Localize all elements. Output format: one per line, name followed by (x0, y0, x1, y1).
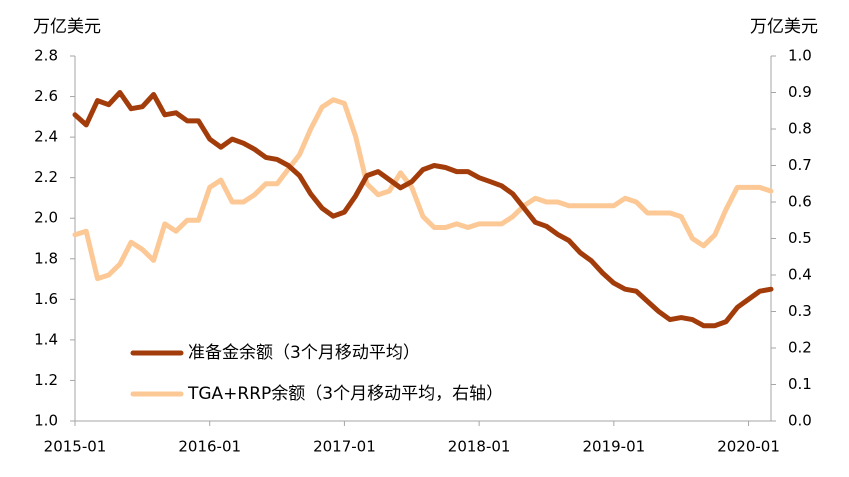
x-axis-tick-label: 2020-01 (717, 438, 780, 456)
x-axis-tick-label: 2016-01 (178, 438, 241, 456)
right-axis-tick-label: 0.8 (788, 120, 812, 138)
right-axis-tick-label: 0.1 (788, 375, 812, 393)
left-axis-unit-label: 万亿美元 (33, 17, 101, 37)
x-axis-ticks: 2015-01 2016-01 2017-01 2018-01 2019-01 2020-… (44, 421, 780, 456)
right-axis-tick-label: 0.2 (788, 339, 812, 357)
left-axis-tick-label: 1.8 (34, 249, 58, 267)
right-axis-tick-label: 0.5 (788, 229, 812, 247)
right-axis-unit-label: 万亿美元 (750, 17, 818, 37)
right-axis-tick-label: 0.0 (788, 412, 812, 430)
right-axis-ticks: 0.0 0.1 0.2 0.3 0.4 0.5 0.6 0.7 0.8 0.9 1.0 (771, 47, 812, 430)
left-axis-tick-label: 2.2 (34, 168, 58, 186)
right-axis-tick-label: 0.6 (788, 193, 812, 211)
left-axis-tick-label: 2.4 (34, 128, 58, 146)
right-axis-tick-label: 0.3 (788, 302, 812, 320)
x-axis-tick-label: 2018-01 (448, 438, 511, 456)
left-axis-ticks: 1.0 1.2 1.4 1.6 1.8 2.0 2.2 2.4 2.6 2.8 (34, 47, 75, 430)
left-axis-tick-label: 1.2 (34, 371, 58, 389)
left-axis-tick-label: 2.8 (34, 47, 58, 65)
legend: 准备金余额（3个月移动平均） TGA+RRP余额（3个月移动平均，右轴） (130, 343, 503, 404)
legend-label-tga-rrp-balance: TGA+RRP余额（3个月移动平均，右轴） (187, 384, 503, 404)
left-axis-tick-label: 1.0 (34, 412, 58, 430)
series-layer (72, 90, 774, 329)
left-axis-tick-label: 1.4 (34, 330, 58, 348)
right-axis-tick-label: 0.4 (788, 266, 812, 284)
series-line-tga-rrp-balance (72, 97, 774, 282)
left-axis-tick-label: 1.6 (34, 290, 58, 308)
left-axis-tick-label: 2.6 (34, 87, 58, 105)
x-axis-tick-label: 2015-01 (44, 438, 107, 456)
left-axis-tick-label: 2.0 (34, 209, 58, 227)
legend-label-reserve-balance: 准备金余额（3个月移动平均） (188, 343, 420, 363)
right-axis-tick-label: 0.7 (788, 156, 812, 174)
x-axis-tick-label: 2019-01 (582, 438, 645, 456)
right-axis-tick-label: 1.0 (788, 47, 812, 65)
x-axis-tick-label: 2017-01 (313, 438, 376, 456)
series-line-reserve-balance (72, 90, 774, 329)
right-axis-tick-label: 0.9 (788, 83, 812, 101)
